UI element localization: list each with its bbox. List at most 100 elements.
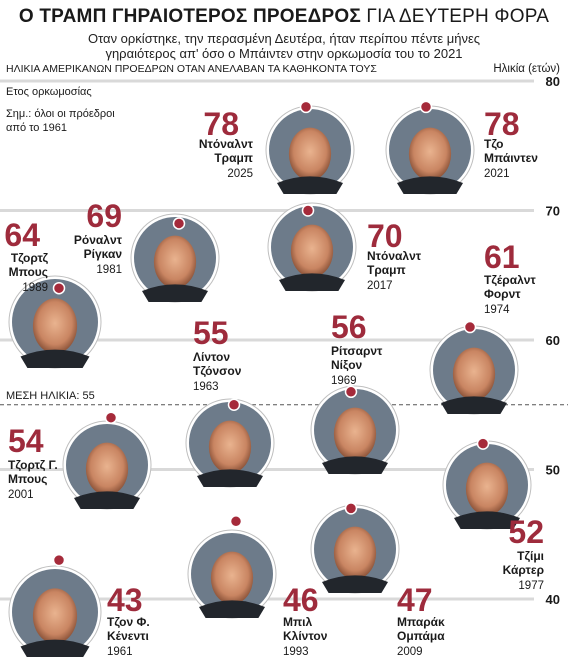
- president-name: Ντόναλντ Τραμπ: [199, 137, 254, 165]
- name-line: Μπιλ: [283, 615, 313, 629]
- inauguration-year: 1969: [331, 375, 357, 387]
- age-label: 46: [283, 582, 319, 618]
- portrait-suit-icon: [322, 456, 388, 474]
- note-line: Σημ.: όλοι οι πρόεδροι: [6, 108, 115, 120]
- president-name: Ρίτσαρντ Νίξον: [331, 344, 383, 372]
- note-line: από το 1961: [6, 122, 67, 134]
- portrait-suit-icon: [277, 176, 343, 194]
- year-legend-label: Ετος ορκωμοσίας: [6, 86, 92, 98]
- x-axis-caption: ΗΛΙΚΙΑ ΑΜΕΡΙΚΑΝΩΝ ΠΡΟΕΔΡΩΝ ΟΤΑΝ ΑΝΕΛΑΒΑΝ…: [6, 63, 377, 75]
- inauguration-year: 1989: [22, 282, 48, 294]
- age-dot: [229, 515, 243, 528]
- portrait-face-icon: [208, 420, 252, 474]
- president-name: Τζέραλντ Φορντ: [484, 273, 536, 301]
- name-line: Ντόναλντ: [367, 249, 422, 263]
- name-line: Ρόναλντ: [74, 233, 123, 247]
- portrait-suit-icon: [279, 273, 345, 291]
- age-dot: [419, 100, 433, 114]
- inauguration-year: 1961: [107, 646, 133, 657]
- name-line: Μπους: [8, 472, 47, 486]
- inauguration-year: 1974: [484, 304, 510, 316]
- age-label: 70: [367, 218, 403, 254]
- age-dot: [172, 217, 186, 230]
- age-dot: [344, 385, 358, 399]
- subtitle-line-1: Οταν ορκίστηκε, την περασμένη Δευτέρα, ή…: [87, 31, 481, 46]
- age-dot: [301, 204, 315, 217]
- age-label: 47: [397, 582, 433, 618]
- inauguration-year: 2025: [227, 168, 253, 180]
- inauguration-year: 1977: [518, 580, 544, 592]
- inauguration-year: 1981: [96, 264, 122, 276]
- portrait-suit-icon: [74, 491, 140, 509]
- age-label: 56: [331, 309, 367, 345]
- portrait-face-icon: [288, 127, 332, 181]
- portrait-suit-icon: [397, 176, 463, 194]
- president-name: Τζίμι Κάρτερ: [503, 549, 544, 577]
- name-line: Νίξον: [331, 358, 363, 372]
- name-line: Κλίντον: [283, 629, 328, 643]
- inauguration-year: 2009: [397, 646, 423, 657]
- age-dot: [227, 398, 241, 411]
- name-line: Φορντ: [484, 287, 521, 301]
- age-dot: [463, 320, 477, 334]
- header: Ο ΤΡΑΜΠ ΓΗΡΑΙΟΤΕΡΟΣ ΠΡΟΕΔΡΟΣ ΓΙΑ ΔΕΥΤΕΡΗ…: [0, 0, 568, 61]
- portrait-suit-icon: [454, 511, 520, 529]
- president-name: Τζο Μπάιντεν: [484, 137, 538, 165]
- age-label: 64: [4, 217, 40, 253]
- inauguration-year: 2021: [484, 168, 510, 180]
- portrait-face-icon: [210, 551, 254, 605]
- inauguration-year: 1993: [283, 646, 309, 657]
- name-line: Τζορτζ: [11, 251, 49, 265]
- portrait-face-icon: [85, 442, 129, 496]
- age-label: 78: [484, 106, 520, 142]
- president-name: Τζορτζ Γ. Μπους: [8, 458, 58, 486]
- name-line: Μπάιντεν: [484, 151, 538, 165]
- name-line: Κάρτερ: [503, 563, 544, 577]
- name-line: Μπους: [9, 265, 48, 279]
- chart-title: Ο ΤΡΑΜΠ ΓΗΡΑΙΟΤΕΡΟΣ ΠΡΟΕΔΡΟΣ ΓΙΑ ΔΕΥΤΕΡΗ…: [0, 6, 568, 28]
- portrait-face-icon: [333, 407, 377, 461]
- portrait-suit-icon: [197, 469, 263, 487]
- y-tick-40: 40: [546, 592, 560, 607]
- president-name: Τζορτζ Μπους: [9, 251, 49, 279]
- age-label: 78: [203, 106, 239, 142]
- name-line: Τζορτζ Γ.: [8, 458, 58, 472]
- name-line: Ομπάμα: [397, 629, 445, 643]
- portrait-suit-icon: [20, 639, 90, 657]
- y-tick-80: 80: [546, 74, 560, 89]
- age-dot: [52, 281, 66, 295]
- portrait-suit-icon: [322, 575, 388, 593]
- name-line: Τζέραλντ: [484, 273, 536, 287]
- portrait-face-icon: [333, 526, 377, 580]
- name-line: Τζίμι: [517, 549, 544, 563]
- y-tick-60: 60: [546, 333, 560, 348]
- inauguration-year: 1963: [193, 381, 219, 393]
- inauguration-year: 2017: [367, 280, 393, 292]
- president-name: Ρόναλντ Ρίγκαν: [74, 233, 123, 261]
- name-line: Τζο: [484, 137, 504, 151]
- name-line: Λίντον: [193, 350, 230, 364]
- age-label: 52: [508, 514, 544, 550]
- y-tick-50: 50: [546, 463, 560, 478]
- portrait-face-icon: [32, 298, 78, 354]
- static-labels: ΜΕΣΗ ΗΛΙΚΙΑ: 55 ΗΛΙΚΙΑ ΑΜΕΡΙΚΑΝΩΝ ΠΡΟΕΔΡΩ…: [6, 63, 560, 402]
- age-dot: [104, 411, 118, 424]
- inauguration-year: 2001: [8, 489, 34, 501]
- title-rest: ΓΙΑ ΔΕΥΤΕΡΗ ΦΟΡΑ: [366, 6, 550, 27]
- age-label: 61: [484, 239, 520, 275]
- age-dot: [52, 553, 66, 567]
- age-dot: [476, 437, 490, 450]
